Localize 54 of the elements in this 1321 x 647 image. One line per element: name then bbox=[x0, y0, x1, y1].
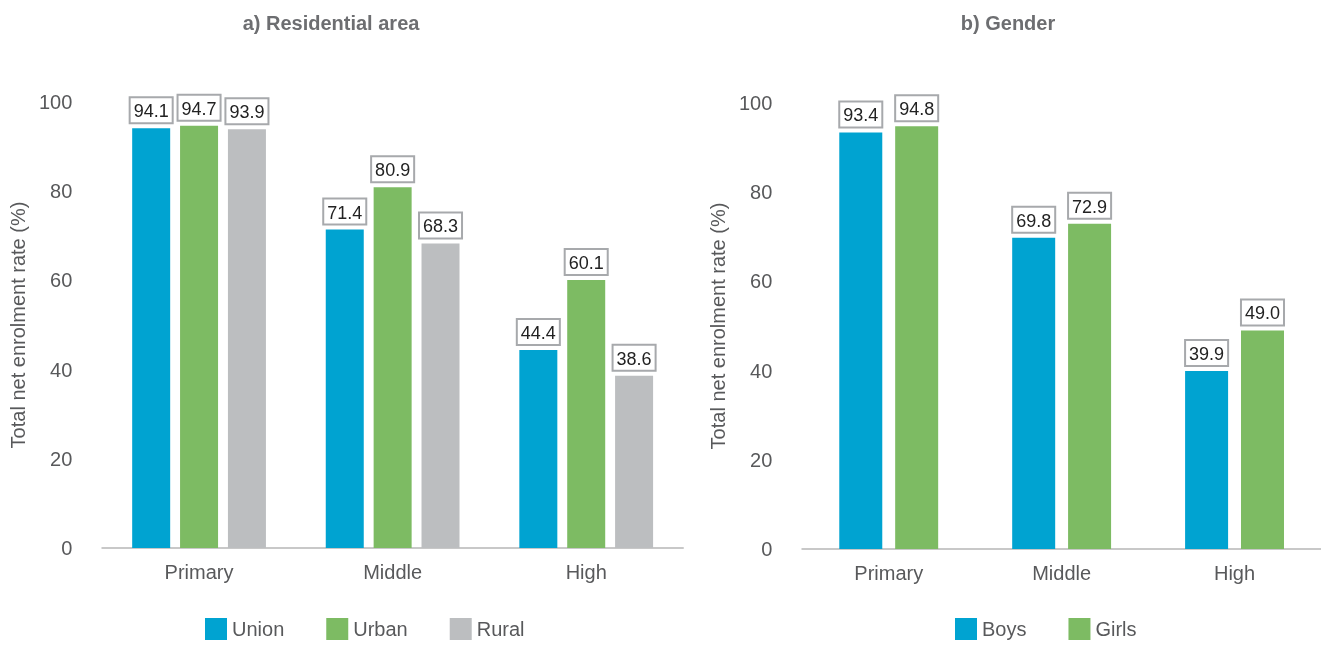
data-label: 94.7 bbox=[181, 98, 217, 119]
x-tick-label: High bbox=[565, 561, 607, 583]
data-label: 94.8 bbox=[899, 99, 935, 120]
bar bbox=[895, 126, 939, 549]
y-axis-title: Total net enrolment rate (%) bbox=[7, 201, 29, 449]
legend-label: Girls bbox=[1095, 618, 1137, 640]
y-tick-label: 60 bbox=[750, 270, 773, 293]
y-tick-label: 100 bbox=[738, 92, 773, 114]
y-tick-label: 100 bbox=[38, 91, 73, 113]
data-label: 49.0 bbox=[1244, 303, 1281, 324]
legend-label: Union bbox=[232, 618, 285, 640]
x-tick-label: Primary bbox=[854, 562, 924, 584]
bar bbox=[132, 128, 171, 548]
data-label: 93.4 bbox=[843, 105, 879, 126]
x-tick-label: Primary bbox=[164, 561, 234, 583]
data-label: 68.3 bbox=[422, 216, 459, 237]
chart-title: a) Residential area bbox=[242, 12, 421, 34]
legend-label: Rural bbox=[476, 618, 525, 640]
bar bbox=[567, 279, 606, 548]
data-label: 38.6 bbox=[616, 348, 652, 369]
y-tick-label: 40 bbox=[50, 358, 73, 381]
y-tick-label: 0 bbox=[761, 538, 773, 560]
x-tick-label: Middle bbox=[1032, 562, 1092, 584]
y-tick-label: 0 bbox=[61, 537, 73, 559]
y-axis-title: Total net enrolment rate (%) bbox=[707, 202, 729, 450]
bar bbox=[373, 187, 412, 548]
y-tick-label: 20 bbox=[750, 448, 773, 471]
legend-label: Urban bbox=[353, 618, 408, 640]
data-label: 71.4 bbox=[327, 202, 363, 223]
y-tick-label: 40 bbox=[750, 359, 773, 382]
data-label: 60.1 bbox=[568, 252, 604, 273]
y-tick-label: 20 bbox=[50, 447, 73, 470]
data-label: 72.9 bbox=[1072, 196, 1108, 217]
bar bbox=[839, 132, 883, 549]
data-label: 44.4 bbox=[520, 322, 556, 343]
data-label: 93.9 bbox=[229, 102, 265, 123]
bar bbox=[1185, 371, 1229, 549]
legend-label: Boys bbox=[982, 618, 1027, 640]
bar bbox=[1068, 223, 1112, 549]
bar bbox=[519, 349, 558, 548]
y-tick-label: 80 bbox=[50, 180, 73, 203]
data-label: 69.8 bbox=[1016, 210, 1052, 231]
bar bbox=[325, 229, 364, 548]
data-label: 39.9 bbox=[1189, 344, 1225, 365]
x-tick-label: High bbox=[1213, 562, 1256, 584]
bar bbox=[1240, 330, 1284, 549]
x-tick-label: Middle bbox=[363, 561, 423, 583]
data-label: 94.1 bbox=[133, 101, 169, 122]
chart-title: b) Gender bbox=[960, 12, 1056, 34]
y-tick-label: 60 bbox=[50, 269, 73, 292]
bar bbox=[180, 125, 219, 548]
data-label: 80.9 bbox=[375, 160, 411, 181]
bar bbox=[1012, 237, 1056, 549]
y-tick-label: 80 bbox=[750, 181, 773, 204]
